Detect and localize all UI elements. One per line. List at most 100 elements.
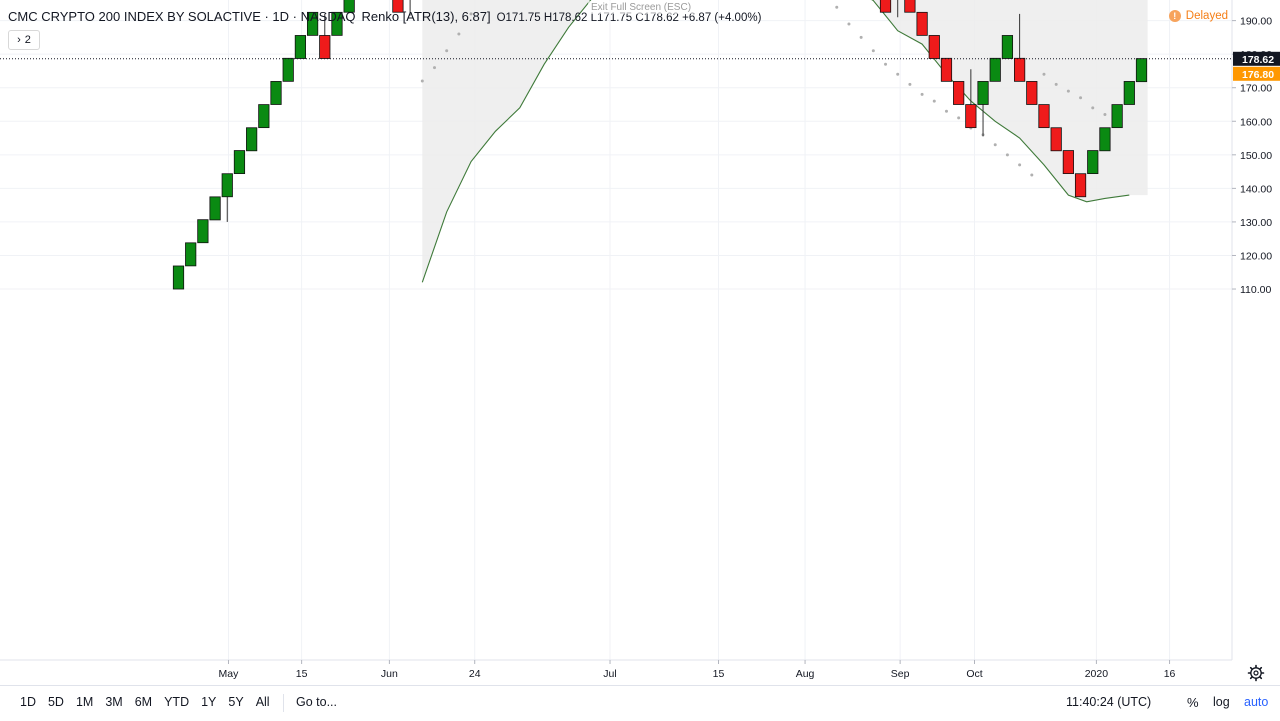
down-brick <box>904 0 916 13</box>
sar-dot <box>884 62 888 66</box>
up-brick <box>977 81 989 105</box>
sar-dot <box>859 35 863 39</box>
range-1y[interactable]: 1Y <box>201 695 217 709</box>
price-axis: 110.00 120.00 130.00 140.00 150.00 160.00 170.… <box>1231 0 1280 660</box>
up-brick <box>331 11 343 36</box>
down-brick <box>1062 150 1074 175</box>
y-tick-label: 130.00 <box>1240 217 1272 229</box>
down-brick <box>965 104 977 129</box>
range-6m[interactable]: 6M <box>134 695 153 709</box>
up-brick <box>306 11 319 36</box>
log-scale-toggle[interactable]: log <box>1213 695 1230 709</box>
up-brick <box>270 81 282 105</box>
range-buttons: 1D 5D 1M 3M 6M YTD 1Y 5Y All <box>14 695 276 709</box>
warning-icon: ! <box>1168 10 1181 22</box>
up-brick <box>1001 35 1014 59</box>
sar-dot <box>847 22 851 26</box>
sar-dot <box>1079 96 1083 100</box>
range-1m[interactable]: 1M <box>75 695 94 709</box>
down-brick <box>1038 104 1050 129</box>
up-brick <box>246 127 258 152</box>
y-tick-label: 160.00 <box>1240 116 1272 128</box>
sar-dot <box>993 143 997 147</box>
sar-dot <box>1054 82 1058 86</box>
range-ytd[interactable]: YTD <box>164 695 190 709</box>
goto-button[interactable]: Go to... <box>296 695 337 709</box>
settings-gear-icon[interactable] <box>1247 664 1265 682</box>
sar-dot <box>432 66 436 70</box>
range-1d[interactable]: 1D <box>20 695 36 709</box>
chart-header: CMC CRYPTO 200 INDEX BY SOLACTIVE · 1D ·… <box>8 9 761 24</box>
sar-dot <box>908 82 912 86</box>
last-price-label: 178.62 <box>1242 54 1274 66</box>
symbol-title[interactable]: CMC CRYPTO 200 INDEX BY SOLACTIVE · 1D ·… <box>8 9 356 24</box>
up-brick <box>233 150 246 175</box>
chart-style: Renko [ATR(13), 6.87] <box>361 9 491 24</box>
down-brick <box>879 0 892 13</box>
up-brick <box>185 242 197 267</box>
last-price-label-bg <box>1233 51 1280 66</box>
toolbar-divider <box>283 694 284 712</box>
y-tick-label: 150.00 <box>1240 150 1272 162</box>
wicks <box>226 0 1021 222</box>
lower-band <box>421 0 1130 283</box>
secondary-price-label-bg <box>1233 66 1280 81</box>
sar-dot <box>1005 153 1009 157</box>
sar-dot <box>1091 106 1095 110</box>
change-value: +6.87 (+4.00%) <box>682 12 762 24</box>
up-brick <box>1135 58 1148 83</box>
x-tick-label: 15 <box>296 668 308 680</box>
sar-dot <box>457 32 461 36</box>
renko-chart[interactable]: 110.00 120.00 130.00 140.00 150.00 160.00 170.… <box>0 0 1280 685</box>
range-all[interactable]: All <box>255 695 270 709</box>
x-tick-label: Oct <box>966 668 982 680</box>
x-tick-label: Jul <box>603 668 616 680</box>
down-brick <box>928 35 940 59</box>
up-brick <box>294 35 307 59</box>
auto-scale-toggle[interactable]: auto <box>1244 695 1269 709</box>
sar-dot <box>944 109 948 113</box>
sar-dot <box>469 12 473 16</box>
up-brick <box>209 196 221 221</box>
low-value: 171.75 <box>597 12 633 24</box>
up-brick <box>1099 127 1111 152</box>
sar-dot <box>1103 113 1107 117</box>
delayed-label: Delayed <box>1185 10 1228 22</box>
up-brick <box>258 104 270 129</box>
sar-dot <box>871 49 875 53</box>
lower-band-line <box>421 0 1130 283</box>
y-tick-label: 120.00 <box>1240 250 1272 262</box>
x-tick-label: Sep <box>891 668 910 680</box>
sar-dot <box>896 72 900 76</box>
x-tick-label: 16 <box>1164 668 1176 680</box>
legend-toggle-button[interactable]: › 2 <box>8 30 40 50</box>
sar-dot <box>1018 163 1022 167</box>
sar-dot <box>420 79 424 83</box>
high-value: 178.62 <box>552 12 588 24</box>
y-tick-label: 140.00 <box>1240 183 1272 195</box>
up-brick <box>343 0 355 13</box>
sar-dots <box>420 5 1119 177</box>
range-3m[interactable]: 3M <box>105 695 123 709</box>
down-brick <box>953 81 965 105</box>
exit-full-screen[interactable]: Exit Full Screen (ESC) <box>588 1 695 14</box>
sar-dot <box>1030 173 1034 177</box>
y-tick-label: 170.00 <box>1240 83 1272 95</box>
percent-scale-toggle[interactable]: % <box>1187 695 1199 710</box>
clock[interactable]: 11:40:24 (UTC) <box>1066 695 1152 709</box>
ohlc-values: O171.75 H178.62 L171.75 C178.62 +6.87 (+… <box>496 12 762 24</box>
up-brick <box>1087 150 1099 175</box>
range-5d[interactable]: 5D <box>47 695 64 709</box>
y-tick-label: 190.00 <box>1240 16 1272 28</box>
bottom-toolbar: 1D 5D 1M 3M 6M YTD 1Y 5Y All Go to... 11… <box>0 685 1280 721</box>
x-tick-label: 24 <box>469 668 481 680</box>
x-tick-label: May <box>219 668 240 680</box>
sar-dot <box>835 5 839 9</box>
up-brick <box>197 219 209 244</box>
up-brick <box>989 57 1001 82</box>
sar-dot <box>957 116 961 120</box>
x-tick-label: 2020 <box>1085 668 1109 680</box>
delayed-badge[interactable]: ! Delayed <box>1168 10 1228 22</box>
range-5y[interactable]: 5Y <box>228 695 244 709</box>
open-value: 171.75 <box>505 12 541 24</box>
